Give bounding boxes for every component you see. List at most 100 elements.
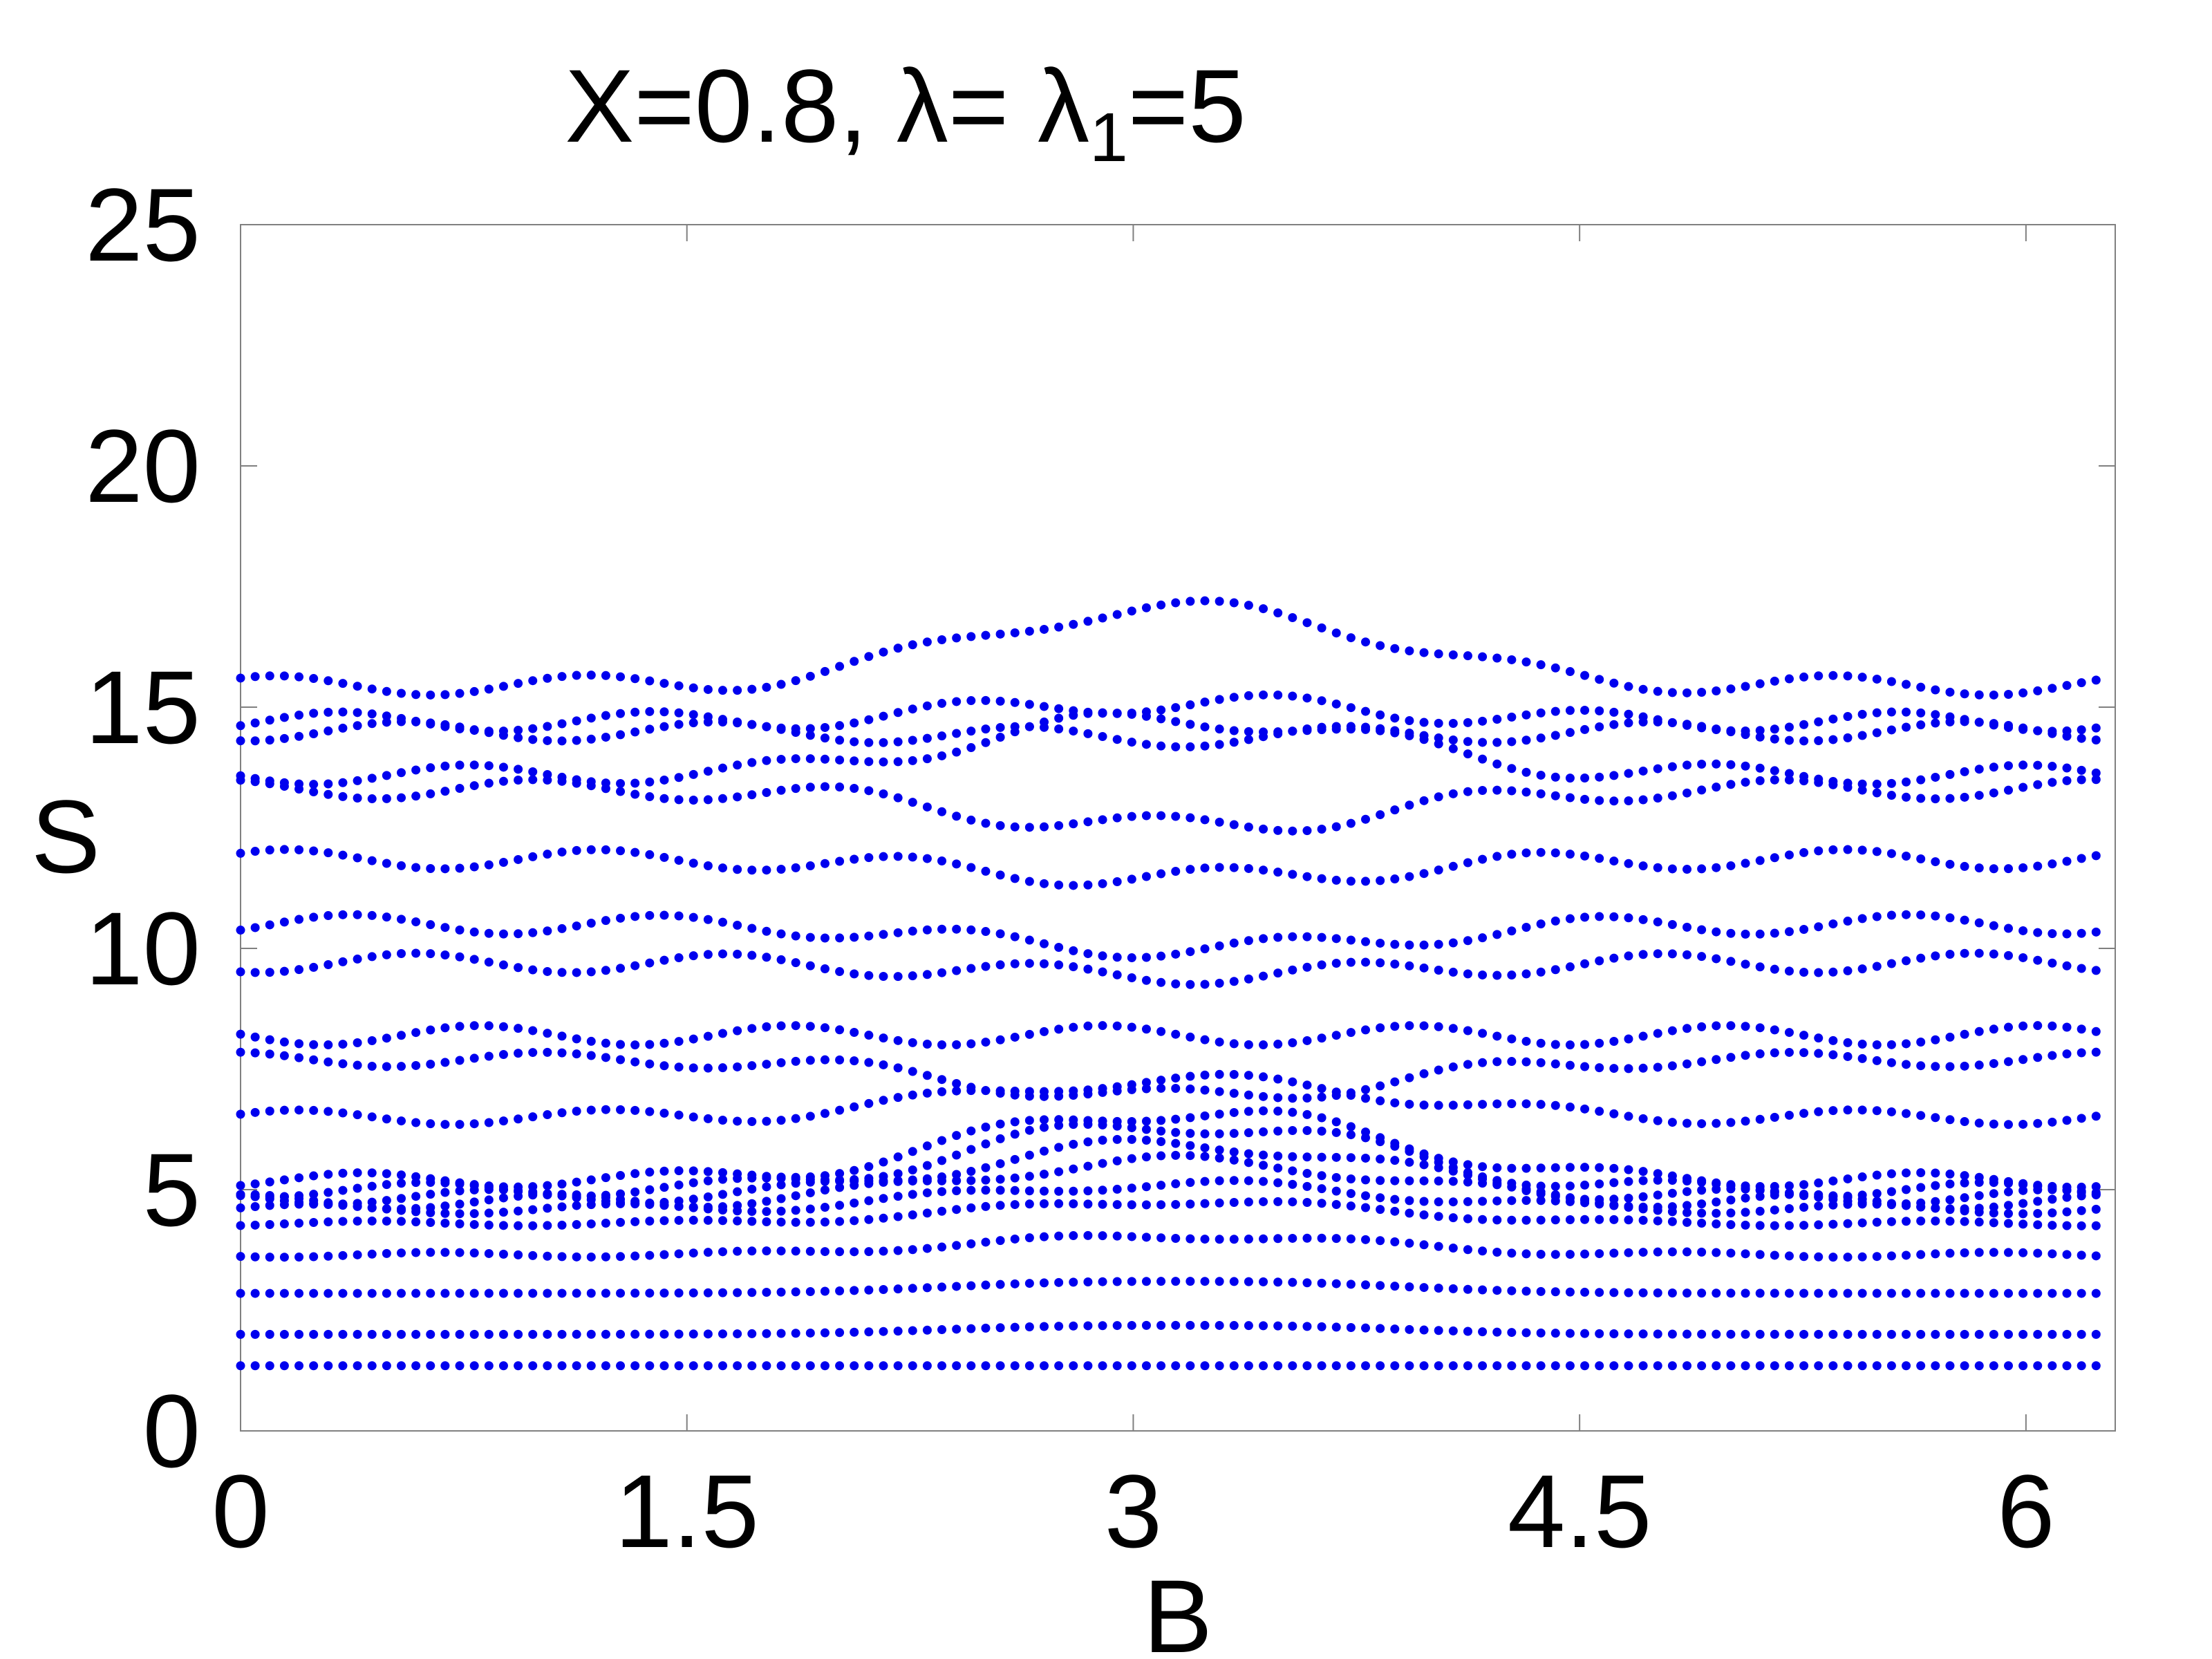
- data-point: [1683, 788, 1692, 798]
- data-point: [1828, 1176, 1838, 1185]
- data-point: [1916, 1183, 1926, 1192]
- data-point: [630, 1105, 640, 1115]
- data-point: [484, 1021, 494, 1031]
- data-point: [1171, 1150, 1181, 1160]
- data-point: [586, 1288, 596, 1298]
- data-point: [455, 1209, 465, 1219]
- data-point: [426, 789, 435, 798]
- data-point: [718, 1168, 728, 1177]
- data-point: [367, 1216, 377, 1226]
- data-point: [1770, 1288, 1779, 1298]
- data-point: [835, 933, 845, 943]
- data-point: [528, 1048, 538, 1058]
- data-point: [1960, 1204, 1969, 1214]
- data-point: [864, 1327, 874, 1337]
- data-point: [1609, 1329, 1619, 1339]
- data-point: [1492, 1196, 1502, 1206]
- data-point: [543, 722, 552, 731]
- data-point: [411, 1192, 421, 1201]
- data-point: [469, 1219, 479, 1229]
- data-point: [1273, 1040, 1283, 1049]
- data-point: [747, 1061, 757, 1071]
- data-point: [1112, 1184, 1122, 1194]
- data-point: [791, 958, 800, 968]
- data-point: [718, 949, 728, 959]
- data-point: [498, 776, 508, 786]
- data-point: [1814, 1220, 1824, 1230]
- data-point: [1872, 1040, 1882, 1050]
- data-point: [353, 1038, 362, 1048]
- data-point: [893, 1035, 903, 1045]
- data-point: [966, 696, 976, 706]
- data-point: [630, 1217, 640, 1226]
- data-point: [2047, 1329, 2057, 1339]
- data-point: [879, 647, 888, 657]
- data-point: [367, 856, 377, 865]
- data-point: [952, 1205, 962, 1215]
- data-point: [937, 1206, 947, 1216]
- data-point: [1492, 1163, 1502, 1172]
- data-point: [1273, 1151, 1283, 1161]
- data-point: [294, 1105, 304, 1115]
- data-point: [1112, 1277, 1122, 1286]
- data-point: [498, 1361, 508, 1371]
- data-point: [1156, 600, 1166, 610]
- data-point: [1361, 1025, 1371, 1035]
- data-point: [1156, 1233, 1166, 1243]
- data-point: [747, 1217, 757, 1226]
- data-point: [469, 862, 479, 872]
- data-point: [1902, 679, 1911, 689]
- data-point: [279, 1219, 289, 1229]
- data-point: [2062, 1049, 2072, 1059]
- data-point: [864, 1174, 874, 1183]
- data-point: [2091, 1190, 2101, 1199]
- data-point: [1886, 1058, 1896, 1067]
- data-point: [1229, 726, 1239, 735]
- data-point: [1960, 1329, 1969, 1339]
- data-point: [864, 931, 874, 941]
- data-point: [1653, 949, 1662, 959]
- data-point: [455, 1248, 465, 1257]
- data-point: [2004, 1209, 2014, 1219]
- data-point: [1200, 1085, 1210, 1095]
- data-point: [1931, 1361, 1940, 1371]
- data-point: [952, 1040, 962, 1049]
- data-point: [1653, 1288, 1662, 1297]
- data-point: [1683, 1329, 1692, 1339]
- data-point: [879, 1246, 888, 1256]
- data-point: [1683, 922, 1692, 932]
- data-point: [776, 1116, 786, 1125]
- data-point: [1667, 762, 1677, 771]
- data-point: [1331, 1091, 1341, 1100]
- data-point: [820, 1217, 830, 1227]
- data-point: [397, 688, 406, 698]
- data-point: [645, 777, 655, 787]
- data-point: [1653, 863, 1662, 872]
- data-point: [338, 707, 348, 717]
- data-point: [426, 949, 435, 959]
- data-point: [1156, 869, 1166, 879]
- data-point: [1536, 1328, 1546, 1338]
- data-point: [1755, 1288, 1765, 1298]
- data-point: [1989, 1361, 1998, 1371]
- data-point: [1156, 1181, 1166, 1190]
- data-point: [455, 1056, 465, 1065]
- data-point: [922, 1361, 932, 1371]
- data-point: [1784, 735, 1794, 745]
- data-point: [1770, 766, 1779, 776]
- data-point: [1872, 1217, 1882, 1227]
- data-point: [659, 1250, 669, 1259]
- data-point: [514, 1206, 523, 1216]
- data-point: [1843, 1288, 1853, 1298]
- data-point: [528, 1361, 538, 1371]
- data-point: [1667, 1329, 1677, 1339]
- data-point: [1886, 1187, 1896, 1197]
- data-point: [1580, 1249, 1590, 1259]
- data-point: [1259, 1040, 1268, 1050]
- data-point: [2033, 1197, 2043, 1206]
- data-point: [1317, 1033, 1327, 1043]
- data-point: [236, 721, 245, 731]
- data-point: [791, 784, 800, 794]
- data-point: [455, 1219, 465, 1228]
- chart-title: X=0.8, λ= λ1=5: [565, 48, 1246, 176]
